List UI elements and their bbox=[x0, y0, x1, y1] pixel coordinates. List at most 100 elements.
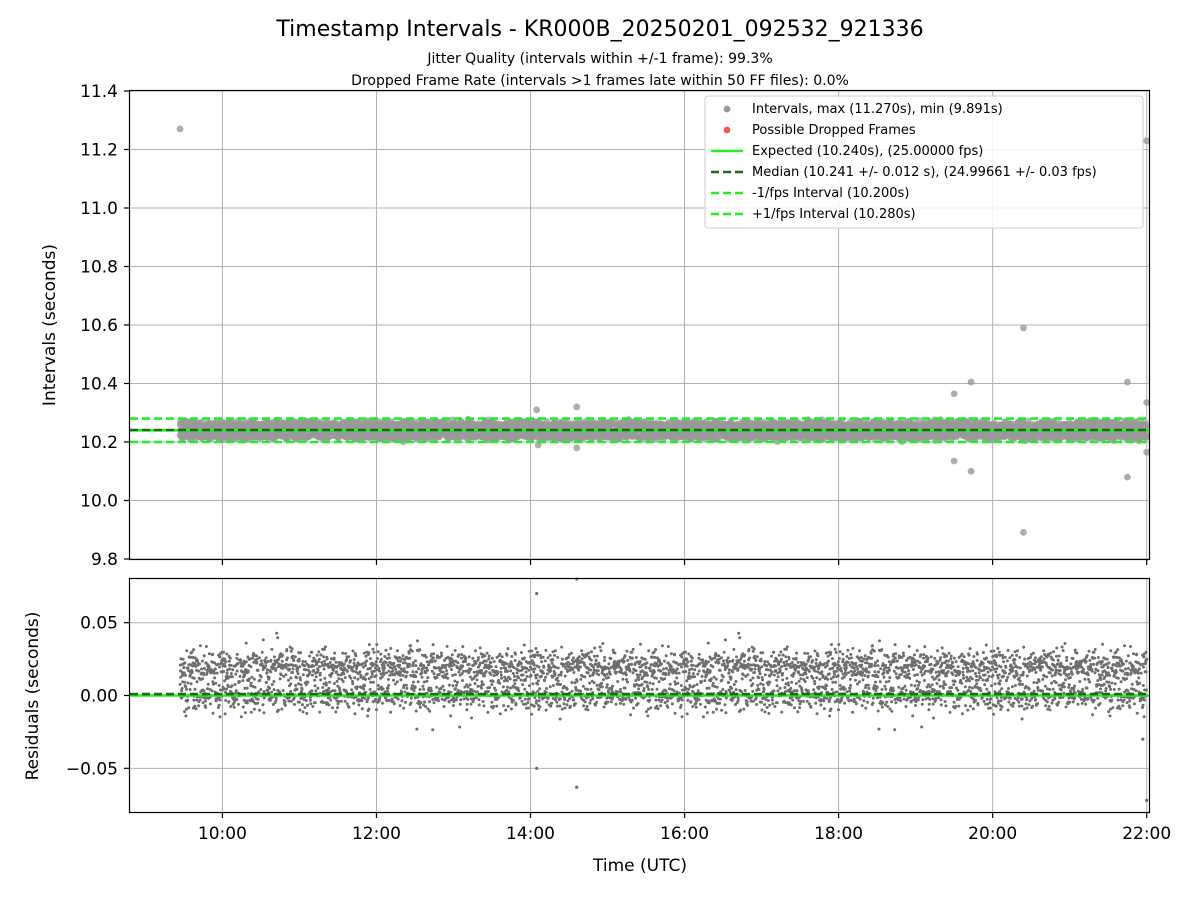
residual-point bbox=[291, 654, 295, 658]
residual-point bbox=[246, 669, 250, 673]
residual-point bbox=[227, 700, 231, 704]
residual-point bbox=[207, 665, 211, 669]
residual-point bbox=[245, 701, 249, 705]
residual-point bbox=[293, 655, 297, 659]
residual-point bbox=[225, 671, 229, 675]
residual-point bbox=[215, 671, 219, 675]
interval-outlier-point bbox=[1124, 378, 1131, 386]
residual-point bbox=[301, 703, 304, 707]
residual-point bbox=[258, 678, 262, 682]
residual-point bbox=[222, 670, 226, 673]
residual-point bbox=[202, 673, 206, 677]
residual-point bbox=[226, 685, 230, 688]
figure-title: Timestamp Intervals - KR000B_20250201_09… bbox=[275, 17, 923, 42]
residual-point bbox=[235, 698, 239, 702]
residual-point bbox=[211, 652, 215, 656]
residual-point bbox=[205, 671, 209, 675]
residual-point bbox=[286, 656, 289, 660]
residual-point bbox=[238, 680, 242, 684]
residual-point bbox=[241, 705, 245, 709]
residual-point bbox=[229, 663, 233, 667]
residual-point bbox=[249, 710, 253, 714]
residual-point bbox=[183, 680, 187, 684]
residual-point bbox=[299, 683, 303, 687]
residual-point bbox=[204, 645, 208, 648]
residual-point bbox=[301, 710, 305, 714]
residual-point bbox=[206, 687, 209, 691]
intervals-y-tick-label: 10.2 bbox=[80, 433, 118, 453]
residual-point bbox=[228, 667, 232, 671]
legend-label-expected: Expected (10.240s), (25.00000 fps) bbox=[752, 144, 983, 159]
residual-point bbox=[231, 675, 234, 679]
residual-point bbox=[295, 676, 298, 680]
residual-point bbox=[225, 687, 229, 691]
residual-point bbox=[189, 682, 193, 686]
residual-point bbox=[180, 687, 184, 690]
residual-point bbox=[217, 703, 221, 707]
residual-point bbox=[290, 647, 294, 651]
residual-point bbox=[204, 705, 208, 709]
interval-point bbox=[1142, 422, 1150, 430]
interval-outlier-point bbox=[573, 444, 581, 452]
residual-point bbox=[274, 667, 278, 671]
residual-point bbox=[273, 655, 276, 659]
residual-point bbox=[278, 677, 282, 681]
residual-point bbox=[192, 648, 196, 652]
residual-point bbox=[190, 670, 194, 674]
residual-point bbox=[301, 673, 305, 677]
residual-point bbox=[218, 665, 221, 669]
residual-point bbox=[281, 689, 285, 692]
legend-label-upper: +1/fps Interval (10.280s) bbox=[752, 207, 916, 222]
residual-point bbox=[223, 657, 227, 661]
residual-point bbox=[223, 664, 227, 668]
residual-point bbox=[269, 670, 273, 674]
residual-point bbox=[185, 649, 189, 653]
residual-point bbox=[222, 650, 226, 654]
residual-point bbox=[181, 657, 185, 661]
residual-point bbox=[252, 677, 256, 681]
residual-point bbox=[281, 666, 285, 670]
residual-point bbox=[253, 685, 257, 689]
residual-point bbox=[245, 686, 249, 690]
intervals-y-tick-label: 10.6 bbox=[80, 316, 118, 336]
residual-point bbox=[202, 654, 206, 658]
residual-point bbox=[243, 711, 247, 715]
interval-outlier-point bbox=[967, 467, 975, 475]
residual-point bbox=[292, 659, 296, 662]
intervals-y-tick-label: 11.0 bbox=[80, 199, 118, 219]
residual-point bbox=[188, 688, 192, 691]
residual-point bbox=[283, 703, 287, 707]
residual-point bbox=[182, 665, 186, 669]
legend-marker-intervals bbox=[723, 105, 731, 113]
residual-point bbox=[276, 636, 280, 640]
residual-point bbox=[192, 698, 196, 702]
residual-point bbox=[217, 684, 221, 687]
intervals-legend: Intervals, max (11.270s), min (9.891s) P… bbox=[704, 95, 1144, 229]
residual-point bbox=[274, 696, 278, 700]
legend-marker-dropped bbox=[723, 126, 731, 134]
residual-point bbox=[259, 688, 263, 691]
residual-point bbox=[230, 684, 234, 688]
residual-point bbox=[272, 680, 276, 683]
intervals-y-tick-label: 9.8 bbox=[91, 550, 118, 570]
legend-label-dropped: Possible Dropped Frames bbox=[752, 123, 916, 138]
residual-point bbox=[200, 659, 204, 663]
residual-point bbox=[257, 656, 261, 660]
residual-point bbox=[297, 682, 300, 686]
residual-point bbox=[218, 655, 222, 659]
residual-point bbox=[255, 661, 259, 664]
residual-point bbox=[265, 671, 269, 675]
residual-point bbox=[235, 669, 239, 673]
residual-point bbox=[206, 682, 210, 686]
residual-point bbox=[270, 683, 274, 686]
residual-point bbox=[272, 688, 276, 692]
residual-point bbox=[298, 708, 302, 712]
residual-point bbox=[251, 656, 255, 660]
residual-point bbox=[256, 697, 260, 701]
residual-point bbox=[186, 698, 190, 702]
legend-label-intervals: Intervals, max (11.270s), min (9.891s) bbox=[752, 102, 1003, 117]
residual-point bbox=[233, 683, 237, 686]
residual-point bbox=[287, 678, 290, 682]
intervals-y-tick-label: 10.8 bbox=[80, 258, 118, 278]
residual-point bbox=[197, 704, 201, 708]
